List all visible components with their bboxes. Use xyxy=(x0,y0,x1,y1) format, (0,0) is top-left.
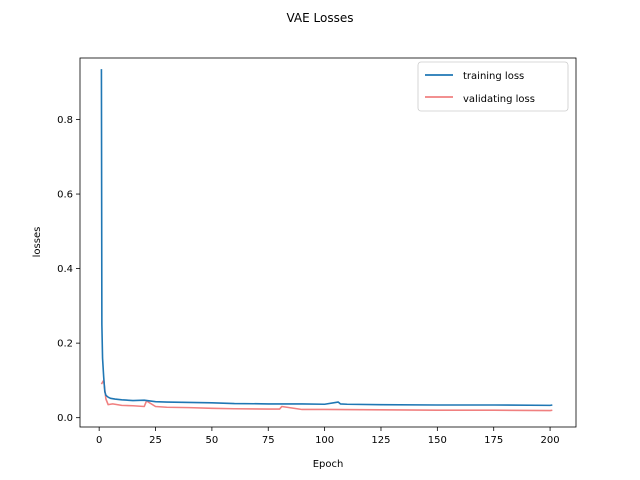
x-tick-label: 100 xyxy=(315,435,334,446)
legend-label-validating-loss: validating loss xyxy=(463,94,535,105)
axes-frame xyxy=(79,57,577,428)
y-axis-label: losses xyxy=(32,227,43,258)
series-line-training-loss xyxy=(100,69,553,407)
chart-title: VAE Losses xyxy=(286,11,353,25)
legend-frame xyxy=(417,61,569,112)
plot-area: 0 25 50 75 100 125 150 175 200 0.0 0.2 0.4 0.6 0.8 xyxy=(57,57,577,446)
x-tick-label: 125 xyxy=(371,435,390,446)
y-tick-label: 0.8 xyxy=(57,115,73,126)
x-tick-label: 50 xyxy=(206,435,219,446)
x-tick-label: 0 xyxy=(96,435,102,446)
x-tick-label: 175 xyxy=(484,435,503,446)
x-axis: 0 25 50 75 100 125 150 175 200 xyxy=(96,427,560,446)
x-axis-label: Epoch xyxy=(313,459,344,470)
x-tick-label: 200 xyxy=(541,435,560,446)
y-tick-label: 0.0 xyxy=(57,413,73,424)
legend: training loss validating loss xyxy=(417,61,569,112)
series-line-validating-loss xyxy=(100,379,553,412)
y-tick-label: 0.6 xyxy=(57,190,73,201)
legend-label-training-loss: training loss xyxy=(463,71,524,82)
x-tick-label: 75 xyxy=(262,435,275,446)
x-tick-label: 25 xyxy=(149,435,162,446)
x-tick-label: 150 xyxy=(428,435,447,446)
y-tick-label: 0.4 xyxy=(57,264,73,275)
y-axis: 0.0 0.2 0.4 0.6 0.8 xyxy=(57,115,80,424)
y-tick-label: 0.2 xyxy=(57,339,73,350)
series-layer xyxy=(100,69,553,412)
